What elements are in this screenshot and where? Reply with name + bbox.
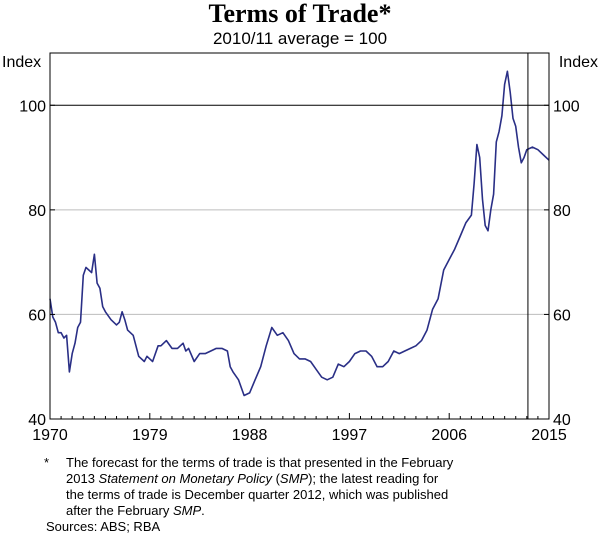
- note-line-4: after the February SMP.: [66, 503, 205, 518]
- left-axis-label: Index: [2, 54, 41, 71]
- x-tick-1988: 1988: [232, 427, 268, 444]
- y-tick-left-40: 40: [28, 412, 46, 429]
- y-tick-right-80: 80: [553, 203, 571, 220]
- terms-of-trade-chart: Terms of Trade* 2010/11 average = 100 In…: [2, 0, 598, 444]
- y-tick-left-60: 60: [28, 307, 46, 324]
- chart-title: Terms of Trade*: [209, 0, 392, 28]
- series-layer: [49, 70, 550, 397]
- note-line-3: the terms of trade is December quarter 2…: [66, 487, 449, 502]
- y-tick-right-40: 40: [553, 412, 571, 429]
- footnote-marker: *: [44, 455, 50, 470]
- grid-lines: [50, 209, 549, 315]
- forecast-note: * The forecast for the terms of trade is…: [0, 455, 600, 519]
- x-tick-1970: 1970: [32, 427, 68, 444]
- x-tick-1979: 1979: [132, 427, 168, 444]
- y-tick-left-80: 80: [28, 203, 46, 220]
- sources-line: Sources: ABS; RBA: [46, 519, 161, 534]
- axis-ticks: 40 40 60 60 80 80 100 100 1970 1979 1988 1997 2006 20…: [19, 98, 580, 444]
- plot-frame: [49, 52, 550, 420]
- reference-line-layer: [50, 53, 549, 419]
- note-line-2: 2013 Statement on Monetary Policy (SMP);…: [66, 471, 439, 486]
- footnotes: * The forecast for the terms of trade is…: [0, 455, 600, 535]
- x-tick-2006: 2006: [431, 427, 467, 444]
- note-line-1: The forecast for the terms of trade is t…: [66, 455, 454, 470]
- y-tick-right-60: 60: [553, 307, 571, 324]
- chart-subtitle: 2010/11 average = 100: [213, 29, 387, 48]
- right-axis-label: Index: [559, 54, 598, 71]
- y-tick-left-100: 100: [19, 98, 46, 115]
- x-tick-2015: 2015: [531, 427, 567, 444]
- x-tick-1997: 1997: [332, 427, 368, 444]
- y-tick-right-100: 100: [553, 98, 580, 115]
- series-line-0: [49, 70, 550, 397]
